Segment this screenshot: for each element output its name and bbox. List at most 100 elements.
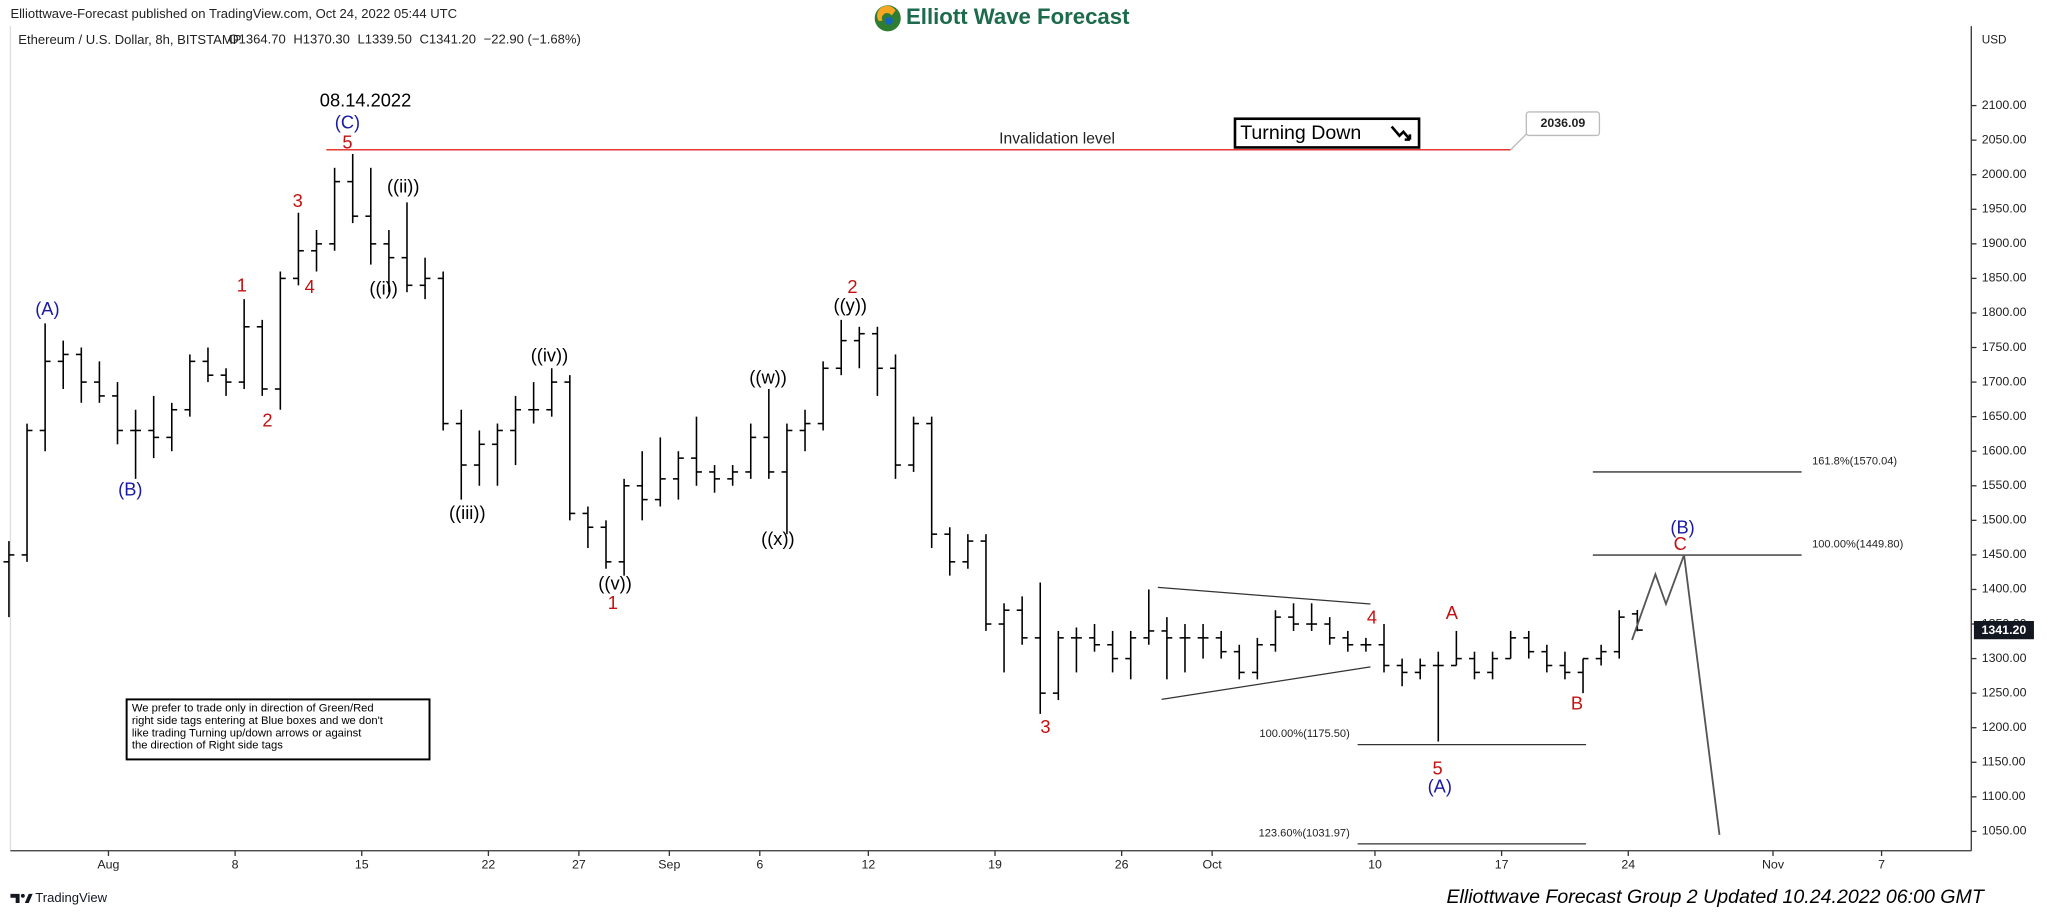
y-tick-label: 1200.00	[1982, 720, 2027, 734]
price-bars	[3, 153, 1643, 742]
y-tick-label: 1850.00	[1982, 271, 2027, 285]
x-tick-label: 24	[1621, 857, 1635, 871]
y-tick-label: 1950.00	[1982, 202, 2027, 216]
x-tick-label: 22	[482, 857, 496, 871]
x-tick-label: 12	[861, 857, 875, 871]
trendline	[1157, 586, 1371, 605]
signal-arrow	[1390, 125, 1412, 141]
wave-label: ((x))	[761, 528, 794, 549]
wave-label: ((iv))	[531, 344, 569, 365]
y-tick-label: 2000.00	[1982, 167, 2027, 181]
wave-label: 2	[847, 276, 857, 297]
wave-label: 4	[1367, 606, 1377, 627]
wave-label: ((i))	[369, 277, 397, 298]
x-tick-label: Oct	[1202, 857, 1222, 871]
y-tick-label: 1700.00	[1982, 374, 2027, 388]
legend-high: H1370.30	[293, 32, 350, 47]
x-tick-label: 8	[232, 857, 239, 871]
wave-label: ((y))	[834, 295, 867, 316]
invalidation-connector	[1510, 131, 1530, 151]
wave-label: ((iii))	[449, 502, 486, 523]
note-frame	[125, 698, 431, 761]
invalidation-label-box	[1525, 111, 1601, 137]
logo-dot	[885, 16, 893, 25]
note-line: the direction of Right side tags	[132, 740, 283, 752]
x-tick-label: 15	[355, 857, 369, 871]
legend-close: C1341.20	[419, 32, 476, 47]
y-tick-label: 1400.00	[1982, 582, 2027, 596]
y-tick-label: 1150.00	[1982, 755, 2026, 769]
y-tick-label: 1450.00	[1982, 547, 2027, 561]
wave-label: A	[1446, 602, 1459, 623]
x-tick-label: 7	[1878, 857, 1885, 871]
trendline	[1161, 666, 1371, 701]
legend-change: −22.90 (−1.68%)	[484, 32, 581, 47]
wave-label: 2	[262, 409, 272, 430]
y-tick-label: 1050.00	[1982, 824, 2027, 838]
wave-label: 1	[237, 275, 247, 296]
footer-credit: Elliottwave Forecast Group 2 Updated 10.…	[1446, 886, 1985, 908]
fib-label: 161.8%(1570.04)	[1812, 455, 1897, 467]
wave-label: (A)	[1428, 776, 1452, 797]
x-tick-label: 10	[1368, 857, 1382, 871]
invalidation-label: 2036.09	[1541, 116, 1586, 130]
tv-logo-mark	[24, 893, 33, 903]
wave-label: 4	[305, 276, 315, 297]
signal-box: Turning Down	[1233, 117, 1421, 149]
x-tick-label: Aug	[97, 857, 119, 871]
x-tick-label: Nov	[1762, 857, 1785, 871]
note-line: We prefer to trade only in direction of …	[132, 703, 374, 715]
note-box: We prefer to trade only in direction of …	[125, 698, 431, 761]
tv-logo-dot	[20, 893, 25, 898]
signal-frame	[1233, 117, 1421, 149]
y-tick-label: 1500.00	[1982, 513, 2027, 527]
symbol-title: Ethereum / U.S. Dollar, 8h, BITSTAMP	[18, 32, 241, 47]
wave-label: 5	[342, 131, 352, 152]
wave-label: C	[1674, 533, 1687, 554]
x-tick-label: 27	[572, 857, 586, 871]
y-tick-label: 1650.00	[1982, 409, 2027, 423]
y-tick-label: 1600.00	[1982, 443, 2027, 457]
wave-label: 1	[608, 592, 618, 613]
wave-label: (B)	[118, 478, 142, 499]
legend-low: L1339.50	[357, 32, 411, 47]
wave-label: ((w))	[749, 366, 787, 387]
ohlc-legend: O1364.70 H1370.30 L1339.50 C1341.20 −22.…	[228, 32, 580, 47]
wave-label: 08.14.2022	[320, 89, 411, 110]
signal-text: Turning Down	[1240, 122, 1361, 144]
fib-label: 123.60%(1031.97)	[1259, 827, 1350, 839]
x-tick-label: Sep	[658, 857, 680, 871]
last-price-label: 1341.20	[1982, 623, 2027, 637]
y-tick-label: 1750.00	[1982, 340, 2027, 354]
x-tick-label: 26	[1115, 857, 1129, 871]
logo-text: Elliott Wave Forecast	[906, 4, 1130, 29]
projection-path	[1631, 554, 1721, 835]
y-tick-label: 2100.00	[1982, 98, 2027, 112]
y-tick-label: 1250.00	[1982, 685, 2027, 699]
y-tick-label: 2050.00	[1982, 132, 2027, 146]
note-line: right side tags entering at Blue boxes a…	[132, 715, 384, 727]
y-tick-label: 1900.00	[1982, 236, 2027, 250]
y-tick-label: 1300.00	[1982, 651, 2027, 665]
wave-label: 3	[293, 190, 303, 211]
wave-label: ((ii))	[387, 176, 419, 197]
wave-label: (B)	[1670, 516, 1694, 537]
wave-label: (C)	[335, 111, 360, 132]
published-line: Elliottwave-Forecast published on Tradin…	[10, 6, 457, 21]
logo-icon	[874, 5, 901, 32]
wave-label: (A)	[35, 298, 59, 319]
note-line: like trading Turning up/down arrows or a…	[132, 727, 362, 739]
footer-brand: TradingView	[35, 890, 107, 905]
last-price-tag	[1973, 620, 2034, 640]
x-tick-label: 19	[988, 857, 1002, 871]
wave-label: ((v))	[598, 572, 631, 593]
wave-label: 3	[1040, 716, 1050, 737]
currency-label: USD	[1982, 34, 2007, 47]
legend-open: O1364.70	[228, 32, 285, 47]
tradingview-logo	[10, 893, 33, 903]
x-tick-label: 17	[1495, 857, 1509, 871]
y-tick-label: 1100.00	[1982, 789, 2026, 803]
